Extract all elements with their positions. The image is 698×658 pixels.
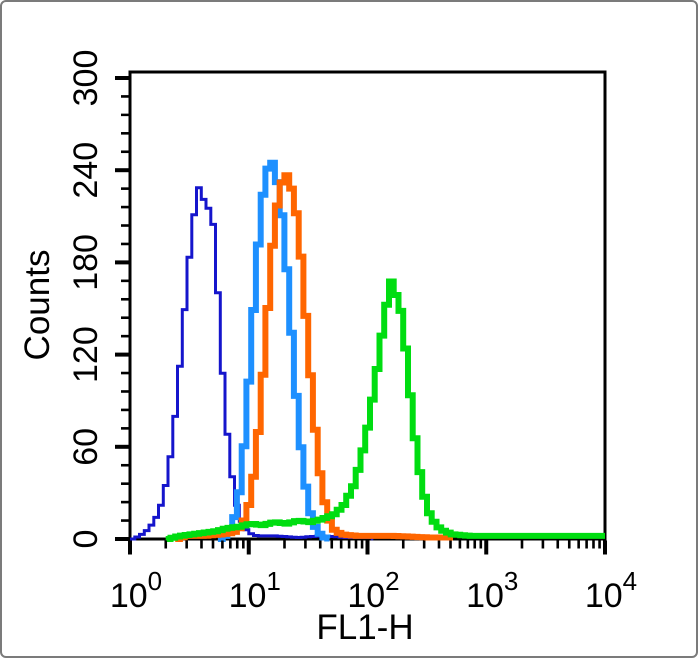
y-tick-label: 180	[67, 234, 105, 291]
x-tick-label: 104	[585, 566, 637, 615]
x-tick-label: 103	[466, 566, 518, 615]
series-curve-light-blue	[217, 159, 331, 542]
histogram-curves	[130, 159, 605, 542]
y-axis-tick-labels: 0 60 120 180 240 300	[67, 50, 105, 549]
x-tick-label: 100	[110, 566, 162, 615]
y-tick-label: 300	[67, 50, 105, 107]
x-axis-ticks	[128, 540, 607, 555]
series-curve-orange	[175, 172, 453, 542]
y-tick-label: 240	[67, 142, 105, 199]
series-curve-green	[165, 278, 605, 542]
y-axis-ticks	[115, 76, 129, 541]
plot-frame	[128, 70, 607, 541]
y-tick-label: 120	[67, 326, 105, 383]
y-axis-title: Counts	[18, 250, 57, 361]
x-axis-title: FL1-H	[316, 608, 413, 647]
y-tick-label: 0	[67, 530, 105, 549]
y-tick-label: 60	[67, 428, 105, 466]
x-tick-label: 101	[229, 566, 281, 615]
